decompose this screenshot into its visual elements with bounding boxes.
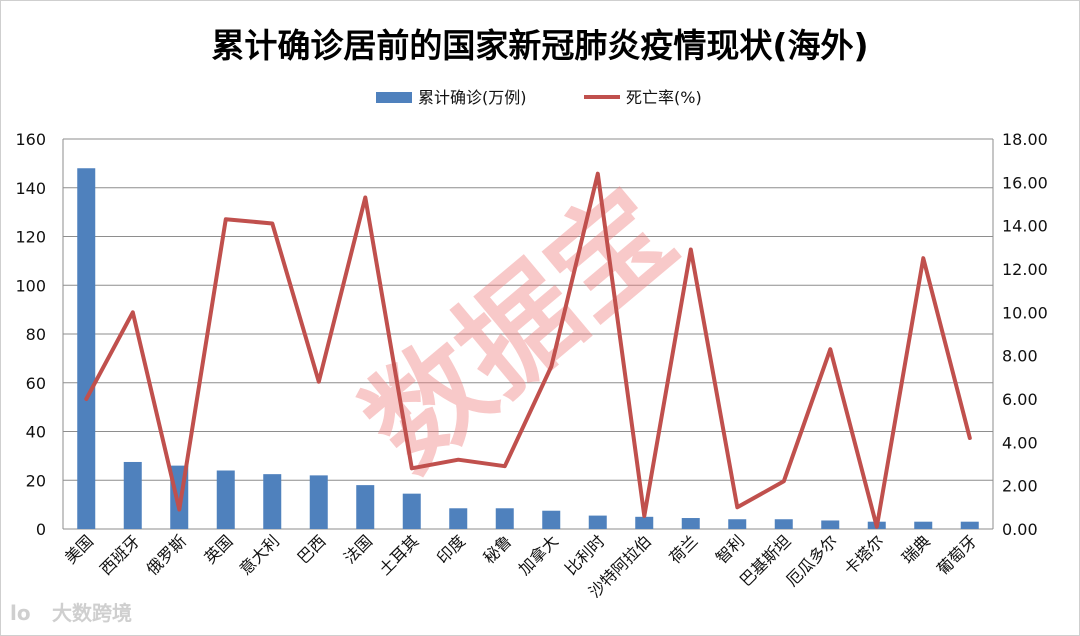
bar — [495, 508, 514, 529]
bar — [449, 508, 468, 529]
line-point — [457, 459, 459, 461]
bar — [681, 518, 700, 529]
footer-brand-text: 大数跨境 — [52, 601, 132, 625]
bar — [635, 516, 654, 529]
y-left-tick-label: 120 — [15, 228, 46, 247]
y-right-tick-label: 18.00 — [1002, 130, 1048, 149]
line-point — [969, 437, 971, 439]
line-point — [364, 197, 366, 198]
y-left-tick-label: 80 — [26, 325, 46, 344]
bar — [774, 519, 793, 529]
line-series — [84, 171, 972, 529]
line-point — [225, 218, 227, 220]
bar — [263, 474, 282, 529]
bar — [216, 470, 235, 529]
bar — [123, 461, 142, 529]
y-right-tick-label: 4.00 — [1002, 433, 1038, 452]
y-right-tick-label: 16.00 — [1002, 173, 1048, 192]
bar-series — [77, 168, 979, 529]
legend-line-label: 死亡率(%) — [626, 88, 702, 107]
line-point — [597, 173, 599, 175]
bar — [914, 521, 933, 529]
y-left-axis: 0 20 40 60 80 100 120 140 160 — [15, 130, 46, 539]
y-left-tick-label: 0 — [36, 520, 46, 539]
death-rate-line — [84, 171, 972, 529]
bar — [77, 168, 96, 529]
y-left-tick-label: 100 — [15, 276, 46, 295]
legend: 累计确诊(万例) 死亡率(%) — [376, 88, 702, 107]
line-point — [922, 257, 924, 259]
y-left-tick-label: 160 — [15, 130, 46, 149]
bar — [309, 475, 328, 529]
line-point — [690, 249, 692, 250]
bar — [402, 493, 421, 529]
y-right-tick-label: 10.00 — [1002, 303, 1048, 322]
footer-brand: lo 大数跨境 — [10, 601, 132, 625]
y-right-tick-label: 14.00 — [1002, 217, 1048, 236]
y-right-tick-label: 12.00 — [1002, 260, 1048, 279]
y-right-tick-label: 6.00 — [1002, 390, 1038, 409]
line-point — [132, 311, 134, 313]
line-point — [85, 398, 87, 400]
line-point — [829, 348, 831, 350]
y-left-tick-label: 60 — [26, 374, 46, 393]
bar — [542, 510, 561, 529]
y-left-tick-label: 40 — [26, 423, 46, 442]
line-point — [876, 526, 878, 528]
chart-title: 累计确诊居前的国家新冠肺炎疫情现状(海外) — [211, 26, 868, 65]
y-left-tick-label: 20 — [26, 471, 46, 490]
line-point — [411, 467, 413, 469]
line-point — [271, 223, 273, 224]
footer-logo-icon: lo — [10, 601, 31, 625]
line-point — [318, 381, 320, 383]
bar — [588, 515, 607, 529]
y-right-axis: 0.00 2.00 4.00 6.00 8.00 10.00 12.00 14.00 16.00… — [1002, 130, 1048, 539]
line-point — [178, 509, 180, 510]
legend-bar-label: 累计确诊(万例) — [418, 88, 527, 107]
y-right-tick-label: 0.00 — [1002, 520, 1038, 539]
y-left-tick-label: 140 — [15, 179, 46, 198]
bar — [356, 485, 375, 529]
legend-bar-swatch — [376, 92, 412, 103]
bar — [728, 519, 747, 529]
y-right-tick-label: 8.00 — [1002, 347, 1038, 366]
bar — [821, 520, 840, 529]
line-point — [783, 480, 785, 482]
line-point — [643, 515, 645, 517]
line-point — [504, 465, 506, 467]
y-right-tick-label: 2.00 — [1002, 477, 1038, 496]
line-point — [736, 506, 738, 508]
line-point — [550, 366, 552, 367]
bar — [960, 521, 979, 529]
